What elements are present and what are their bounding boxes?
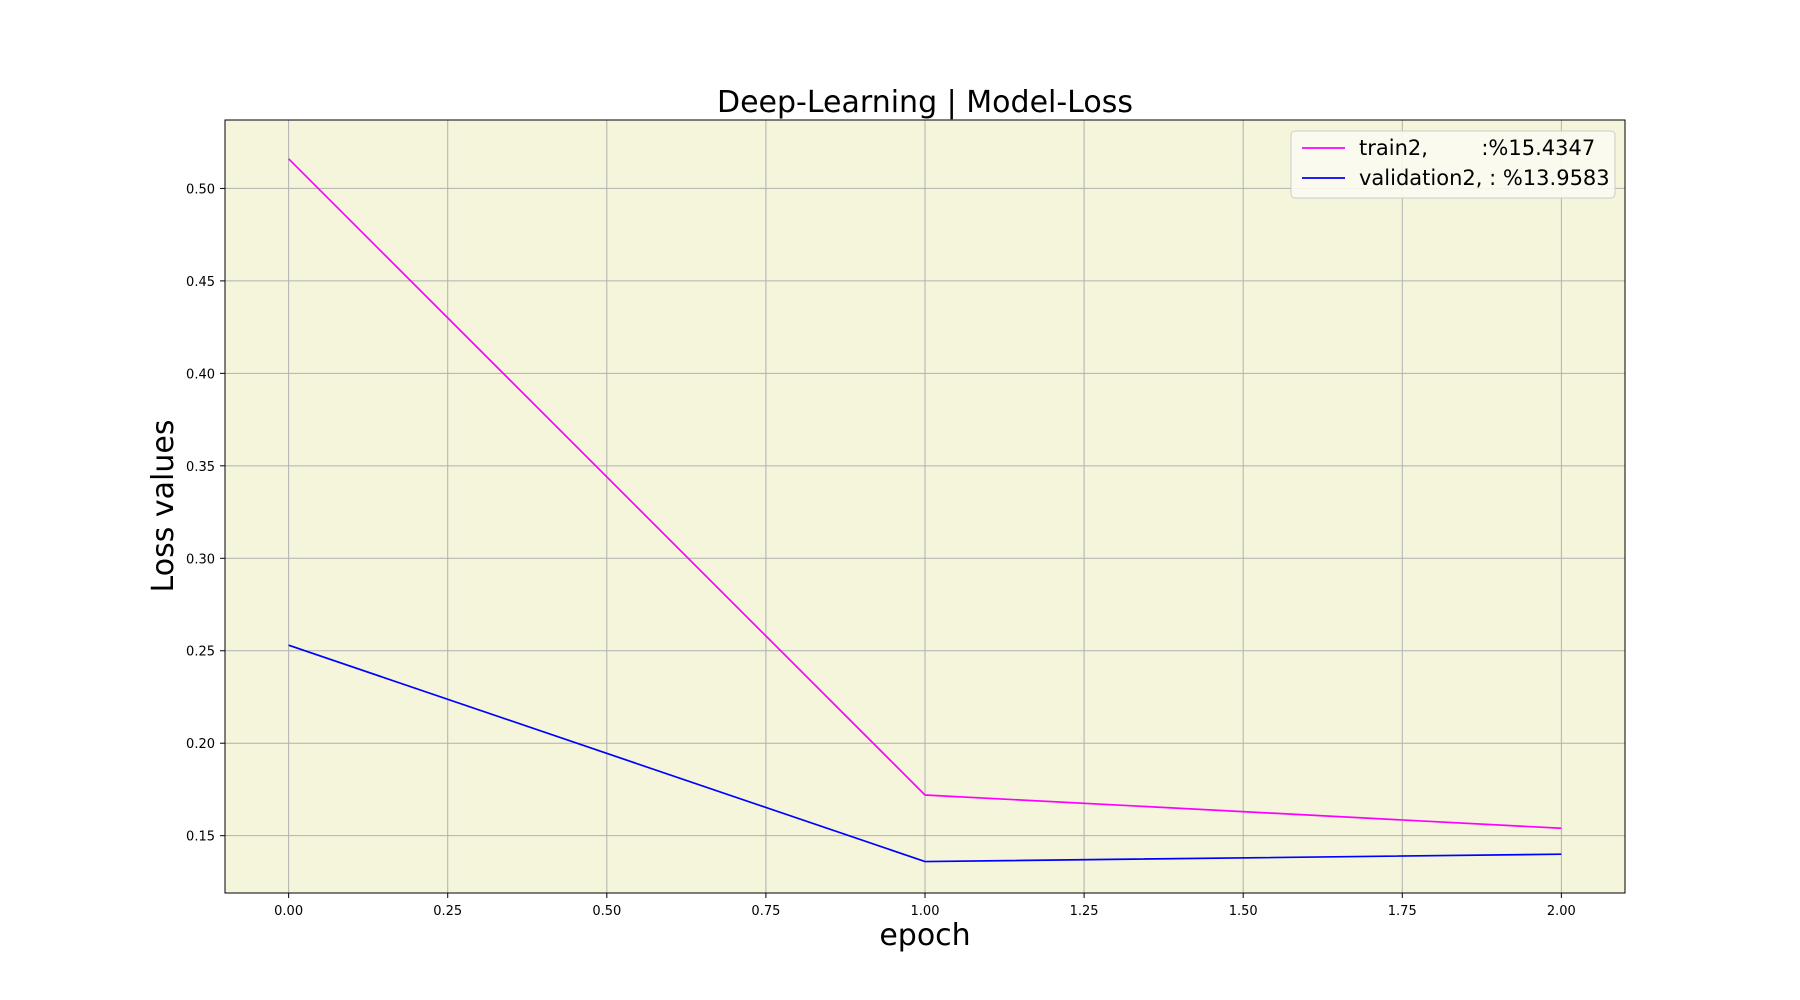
legend: train2, :%15.4347 validation2, : %13.9583 [1290,130,1616,199]
y-tick-label: 0.45 [186,275,215,290]
y-tick-label: 0.40 [186,367,215,382]
chart-title: Deep-Learning | Model-Loss [717,85,1133,120]
x-tick-label: 2.00 [1547,904,1576,919]
legend-label: train2, :%15.4347 [1359,136,1595,160]
x-tick-label: 0.00 [274,904,303,919]
x-tick-label: 1.00 [911,904,940,919]
series-lines [288,158,1562,863]
x-axis-label: epoch [879,918,970,953]
y-tick-label: 0.20 [186,737,215,752]
x-tick-label: 1.75 [1388,904,1417,919]
legend-box [1290,130,1616,199]
x-tick-label: 1.50 [1229,904,1258,919]
y-tick-label: 0.15 [186,830,215,845]
x-tick-label: 0.75 [751,904,780,919]
series-line-2 [288,644,1562,863]
y-tick-label: 0.25 [186,645,215,660]
y-tick-label: 0.35 [186,460,215,475]
x-tick-label: 1.25 [1070,904,1099,919]
y-axis-label: Loss values [146,420,181,593]
x-tick-label: 0.50 [592,904,621,919]
series-line-1 [288,158,1562,830]
grid-lines [225,120,1625,893]
y-tick-label: 0.50 [186,182,215,197]
axis-ticks: 0.00 0.25 0.50 0.75 1.00 1.25 1.50 1.75 2.00 0.15… [186,182,1576,919]
legend-label: validation2, : %13.9583 [1359,166,1610,190]
y-tick-label: 0.30 [186,552,215,567]
x-tick-label: 0.25 [433,904,462,919]
